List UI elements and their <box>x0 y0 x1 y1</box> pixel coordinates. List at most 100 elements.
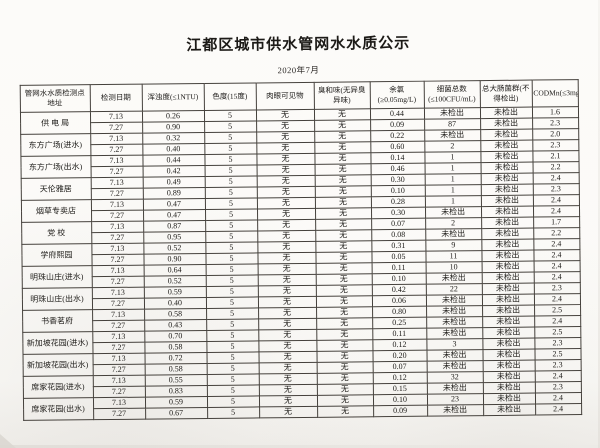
data-cell: 0.05 <box>371 251 426 263</box>
data-cell: 7.13 <box>91 265 144 277</box>
data-cell: 无 <box>258 307 317 319</box>
data-cell: 无 <box>315 251 372 264</box>
data-cell: 无 <box>315 295 373 308</box>
data-cell: 未检出 <box>483 404 536 416</box>
data-cell: 0.10 <box>372 394 428 406</box>
column-header: 余氯(≥0.05mg/L) <box>369 81 424 109</box>
data-cell: 2.4 <box>532 172 579 185</box>
data-cell: 5 <box>205 263 258 276</box>
data-cell: 5 <box>205 230 258 243</box>
data-cell: 无 <box>313 108 371 121</box>
data-cell: 无 <box>316 317 373 330</box>
data-cell: 无 <box>315 240 372 253</box>
location-cell: 席家花园(出水) <box>22 397 94 421</box>
data-cell: 未检出 <box>424 206 482 219</box>
data-cell: 1.7 <box>533 216 580 229</box>
data-cell: 0.70 <box>144 330 207 343</box>
data-cell: 5 <box>204 186 257 199</box>
page-right-edge <box>598 0 600 448</box>
data-cell: 未检出 <box>482 371 535 383</box>
data-cell: 0.59 <box>144 396 208 409</box>
location-cell: 明珠山庄(出水) <box>21 287 93 311</box>
data-cell: 0.52 <box>143 242 206 255</box>
column-header: 色度(15度) <box>203 82 256 111</box>
data-cell: 0.12 <box>372 372 427 384</box>
data-cell: 2.4 <box>533 260 580 273</box>
column-header: 臭和味(无异臭异味) <box>313 81 370 110</box>
data-cell: 无 <box>256 208 316 220</box>
page-content: 江都区城市供水管网水水质公示 2020年7月 管网水水质检测点地址 检测日期 浑浊度… <box>19 36 582 421</box>
data-cell: 0.58 <box>144 363 207 376</box>
data-cell: 5 <box>204 153 257 166</box>
data-cell: 2 <box>424 140 481 153</box>
data-cell: 7.27 <box>91 210 144 222</box>
data-cell: 7.27 <box>92 364 145 376</box>
data-cell: 无 <box>316 361 373 374</box>
data-cell: 无 <box>258 395 318 407</box>
data-cell: 10 <box>425 261 482 274</box>
data-cell: 5 <box>205 252 258 265</box>
data-cell: 2.4 <box>534 392 582 405</box>
data-cell: 无 <box>316 350 373 363</box>
column-header: 浑浊度(≤1NTU) <box>141 83 204 112</box>
data-cell: 5 <box>205 274 258 287</box>
data-cell: 无 <box>258 318 317 330</box>
data-cell: 无 <box>258 340 317 352</box>
data-cell: 2.3 <box>534 381 581 394</box>
data-cell: 未检出 <box>481 283 534 295</box>
data-cell: 0.30 <box>370 207 426 219</box>
data-cell: 0.49 <box>142 176 205 189</box>
water-quality-table: 管网水水质检测点地址 检测日期 浑浊度(≤1NTU) 色度(15度) 肉眼可见物 臭和味(… <box>19 79 582 421</box>
data-cell: 32 <box>426 371 483 384</box>
data-cell: 0.87 <box>143 220 206 233</box>
data-cell: 3 <box>426 338 483 351</box>
data-cell: 无 <box>257 274 316 286</box>
data-cell: 无 <box>314 207 372 220</box>
data-cell: 未检出 <box>481 239 534 251</box>
data-cell: 未检出 <box>482 360 535 372</box>
data-cell: 0.30 <box>370 174 425 186</box>
column-header: CODMn(≤3mg/L) <box>531 79 578 108</box>
data-cell: 0.52 <box>143 275 206 288</box>
data-cell: 7.13 <box>92 397 146 409</box>
data-cell: 0.67 <box>145 407 208 420</box>
data-cell: 无 <box>256 186 315 198</box>
data-cell: 未检出 <box>480 140 533 152</box>
data-cell: 5 <box>204 142 257 155</box>
data-cell: 2.3 <box>532 183 579 196</box>
data-cell: 未检出 <box>480 173 533 185</box>
data-cell: 2.5 <box>534 304 581 317</box>
data-cell: 5 <box>206 362 259 375</box>
column-header: 细菌总数(≤100CFU/mL) <box>423 80 480 109</box>
data-cell: 7.13 <box>89 111 143 123</box>
data-cell: 未检出 <box>426 360 483 373</box>
data-cell: 未检出 <box>427 404 484 417</box>
data-cell: 无 <box>258 362 317 374</box>
location-cell: 供 电 局 <box>19 111 91 135</box>
data-cell: 0.06 <box>371 295 427 307</box>
data-cell: 2.3 <box>534 359 581 372</box>
data-cell: 0.28 <box>370 196 425 208</box>
data-cell: 无 <box>316 328 373 341</box>
data-cell: 7.27 <box>92 386 145 398</box>
data-cell: 2.4 <box>534 315 581 328</box>
data-cell: 2.3 <box>534 337 581 350</box>
data-cell: 无 <box>315 229 372 242</box>
data-cell: 0.10 <box>370 185 425 197</box>
data-cell: 5 <box>207 406 260 419</box>
data-cell: 5 <box>203 109 257 122</box>
data-cell: 0.31 <box>371 240 426 252</box>
data-cell: 无 <box>256 131 315 143</box>
data-cell: 未检出 <box>426 382 483 395</box>
data-cell: 2.4 <box>533 249 580 262</box>
data-cell: 0.46 <box>370 163 425 175</box>
data-cell: 未检出 <box>482 338 535 350</box>
data-cell: 无 <box>258 329 317 341</box>
data-cell: 无 <box>256 153 315 165</box>
data-cell: 无 <box>314 163 371 176</box>
data-cell: 0.80 <box>372 306 427 318</box>
data-cell: 7.27 <box>93 408 146 420</box>
data-cell: 无 <box>314 152 371 165</box>
data-cell: 0.90 <box>142 121 205 134</box>
data-cell: 2.4 <box>534 370 581 383</box>
